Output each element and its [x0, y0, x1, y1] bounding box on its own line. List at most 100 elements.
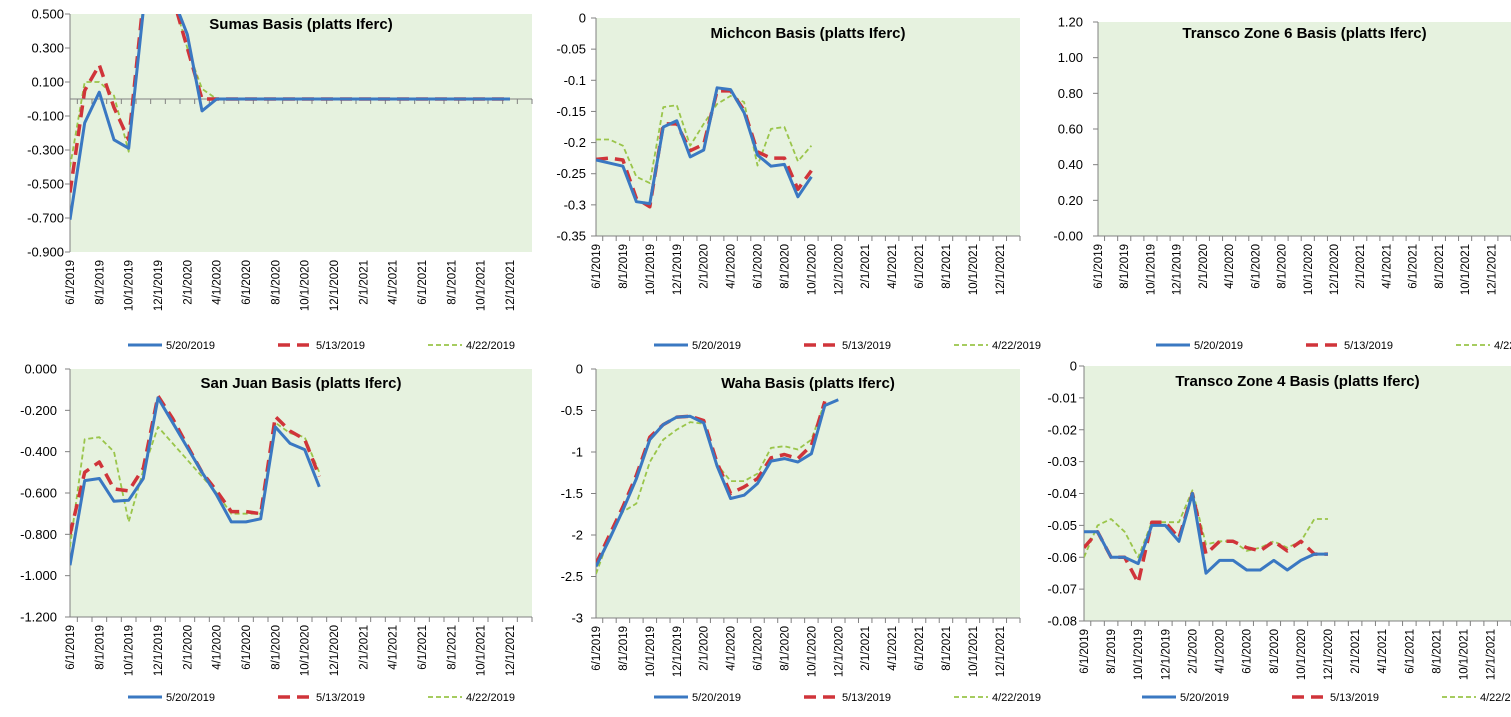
y-tick-label: -1: [571, 445, 583, 460]
y-tick-label: -0.08: [1047, 614, 1077, 629]
x-tick-label: 4/1/2020: [1215, 629, 1227, 674]
legend-label: 5/13/2019: [316, 340, 365, 352]
x-tick-label: 4/1/2021: [887, 244, 899, 289]
x-tick-label: 6/1/2019: [591, 244, 603, 289]
x-tick-label: 12/1/2021: [995, 626, 1007, 677]
x-tick-label: 12/1/2019: [1160, 629, 1172, 680]
y-tick-label: -0.1: [564, 73, 586, 88]
series-line-4/22/2019: [596, 95, 813, 185]
x-tick-label: 10/1/2019: [645, 626, 657, 677]
x-tick-label: 10/1/2019: [124, 625, 136, 676]
x-tick-label: 8/1/2020: [1277, 244, 1289, 289]
y-tick-label: 1.20: [1058, 15, 1083, 30]
x-tick-label: 8/1/2020: [1269, 629, 1281, 674]
series-group: [70, 14, 510, 220]
plot-area: [596, 369, 1020, 618]
x-tick-label: 4/1/2020: [1224, 244, 1236, 289]
y-tick-label: -2: [571, 528, 583, 543]
x-tick-label: 2/1/2020: [1198, 244, 1210, 289]
x-tick-label: 6/1/2021: [914, 626, 926, 671]
y-tick-label: -0.900: [27, 245, 64, 260]
series-line-5/20/2019: [70, 396, 321, 566]
x-tick-label: 4/1/2021: [388, 625, 400, 670]
plot-area: [596, 18, 1020, 236]
chart-title: Sumas Basis (platts Iferc): [209, 16, 392, 33]
y-tick-label: 0.80: [1058, 86, 1083, 101]
legend-label: 4/22/2019: [1494, 340, 1511, 352]
x-tick-label: 4/1/2020: [212, 260, 224, 305]
y-tick-label: -0.01: [1047, 390, 1077, 405]
y-tick-label: 0.60: [1058, 122, 1083, 137]
series-line-4/22/2019: [1084, 489, 1328, 559]
x-tick-label: 8/1/2019: [1119, 244, 1131, 289]
y-tick-label: 0.500: [31, 7, 64, 22]
x-tick-label: 12/1/2021: [1486, 244, 1498, 295]
y-tick-label: -0.05: [1047, 518, 1077, 533]
y-tick-label: -0.35: [556, 229, 586, 244]
x-tick-label: 10/1/2019: [1133, 629, 1145, 680]
x-tick-label: 4/1/2021: [887, 626, 899, 671]
x-tick-label: 6/1/2019: [65, 625, 77, 670]
legend-label: 5/13/2019: [1344, 340, 1393, 352]
x-tick-label: 12/1/2020: [1329, 244, 1341, 295]
x-tick-label: 12/1/2019: [672, 626, 684, 677]
y-tick-label: 0: [579, 11, 586, 26]
x-tick-label: 8/1/2021: [446, 260, 458, 305]
y-tick-label: -0.600: [20, 486, 57, 501]
x-tick-label: 12/1/2019: [153, 625, 165, 676]
y-tick-label: 0.000: [24, 362, 57, 377]
x-tick-label: 8/1/2021: [446, 625, 458, 670]
x-tick-label: 2/1/2020: [182, 260, 194, 305]
x-tick-label: 10/1/2019: [124, 260, 136, 311]
x-tick-label: 2/1/2020: [699, 626, 711, 671]
x-tick-label: 2/1/2021: [1350, 629, 1362, 674]
x-tick-label: 8/1/2019: [1106, 629, 1118, 674]
x-tick-label: 8/1/2019: [94, 260, 106, 305]
x-tick-label: 6/1/2019: [65, 260, 77, 305]
y-tick-label: -0.02: [1047, 422, 1077, 437]
x-tick-label: 12/1/2019: [153, 260, 165, 311]
y-tick-label: -0.25: [556, 166, 586, 181]
plot-area: [70, 14, 532, 252]
x-tick-label: 8/1/2020: [779, 626, 791, 671]
x-tick-label: 12/1/2019: [672, 244, 684, 295]
y-tick-label: -0.500: [27, 177, 64, 192]
x-tick-label: 12/1/2020: [329, 260, 341, 311]
x-tick-label: 10/1/2019: [645, 244, 657, 295]
x-tick-label: 4/1/2021: [388, 260, 400, 305]
y-tick-label: -1.200: [20, 610, 57, 625]
x-tick-label: 12/1/2020: [1323, 629, 1335, 680]
x-tick-label: 2/1/2021: [860, 626, 872, 671]
series-group: [596, 86, 813, 209]
x-tick-label: 6/1/2019: [1093, 244, 1105, 289]
x-tick-label: 8/1/2020: [270, 260, 282, 305]
y-tick-label: 1.00: [1058, 50, 1083, 65]
x-tick-label: 12/1/2021: [505, 260, 517, 311]
x-tick-label: 12/1/2020: [329, 625, 341, 676]
legend-label: 4/22/2019: [992, 340, 1041, 352]
x-tick-label: 2/1/2020: [1187, 629, 1199, 674]
x-tick-label: 6/1/2021: [1408, 244, 1420, 289]
y-tick-label: 0.100: [31, 75, 64, 90]
x-tick-label: 12/1/2019: [1172, 244, 1184, 295]
y-tick-label: -3: [571, 611, 583, 626]
y-tick-label: -0.04: [1047, 486, 1077, 501]
x-tick-label: 2/1/2021: [358, 625, 370, 670]
y-tick-label: -0.00: [1053, 229, 1083, 244]
chart-title: Michcon Basis (platts Iferc): [710, 25, 905, 42]
y-tick-label: -0.06: [1047, 550, 1077, 565]
x-tick-label: 2/1/2021: [358, 260, 370, 305]
chart-0: 0.500 0.300 0.100 -0.100 -0.300 -0.500 -0.700 -…: [27, 7, 533, 352]
series-line-5/13/2019: [596, 89, 813, 209]
y-tick-label: 0.20: [1058, 193, 1083, 208]
x-tick-label: 10/1/2021: [476, 260, 488, 311]
x-tick-label: 8/1/2019: [94, 625, 106, 670]
y-tick-label: 0.40: [1058, 157, 1083, 172]
x-tick-label: 6/1/2021: [914, 244, 926, 289]
y-tick-label: -0.400: [20, 444, 57, 459]
series-line-4/22/2019: [70, 421, 321, 547]
x-tick-label: 12/1/2021: [505, 625, 517, 676]
legend-label: 5/20/2019: [1180, 692, 1229, 704]
